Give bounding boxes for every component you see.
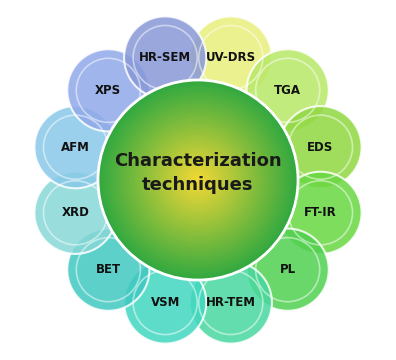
Circle shape	[161, 143, 235, 217]
Circle shape	[136, 118, 260, 242]
Circle shape	[108, 90, 288, 270]
Circle shape	[280, 172, 362, 254]
Circle shape	[34, 172, 116, 254]
Circle shape	[196, 178, 200, 182]
Circle shape	[155, 137, 241, 223]
Circle shape	[171, 153, 225, 207]
Circle shape	[176, 158, 220, 202]
Circle shape	[180, 162, 216, 198]
Circle shape	[120, 102, 276, 258]
Circle shape	[181, 163, 215, 197]
Circle shape	[140, 122, 256, 238]
Circle shape	[100, 82, 296, 278]
Circle shape	[133, 115, 263, 245]
Circle shape	[247, 49, 329, 131]
Circle shape	[195, 177, 201, 183]
Circle shape	[168, 150, 228, 210]
Circle shape	[124, 261, 206, 343]
Circle shape	[128, 110, 268, 250]
Circle shape	[190, 172, 206, 188]
Circle shape	[116, 98, 280, 262]
Circle shape	[175, 157, 221, 203]
Circle shape	[34, 106, 116, 188]
Circle shape	[178, 160, 218, 200]
Circle shape	[115, 96, 281, 264]
Circle shape	[123, 105, 273, 255]
Circle shape	[163, 145, 233, 215]
Circle shape	[110, 92, 286, 268]
Circle shape	[191, 173, 205, 187]
Text: HR-TEM: HR-TEM	[206, 296, 256, 309]
Circle shape	[67, 49, 149, 131]
Circle shape	[67, 229, 149, 311]
Text: AFM: AFM	[61, 141, 90, 154]
Circle shape	[148, 130, 248, 230]
Circle shape	[143, 125, 253, 235]
Circle shape	[188, 170, 208, 190]
Circle shape	[190, 261, 272, 343]
Text: BET: BET	[96, 263, 121, 276]
Circle shape	[131, 113, 265, 247]
Text: HR-SEM: HR-SEM	[139, 51, 191, 64]
Text: FT-IR: FT-IR	[304, 206, 337, 219]
Text: UV-DRS: UV-DRS	[206, 51, 256, 64]
Circle shape	[98, 80, 298, 280]
Circle shape	[113, 95, 283, 265]
Circle shape	[138, 120, 258, 240]
Circle shape	[173, 155, 223, 205]
Circle shape	[280, 106, 362, 188]
Circle shape	[153, 135, 243, 225]
Circle shape	[193, 175, 203, 185]
Circle shape	[105, 87, 291, 273]
Circle shape	[190, 17, 272, 99]
Circle shape	[160, 141, 236, 219]
Circle shape	[158, 140, 238, 220]
Circle shape	[141, 123, 255, 237]
Circle shape	[101, 83, 295, 277]
Circle shape	[103, 85, 293, 275]
Circle shape	[146, 128, 250, 232]
Circle shape	[118, 100, 278, 260]
Circle shape	[111, 93, 285, 267]
Circle shape	[247, 229, 329, 311]
Circle shape	[126, 108, 270, 252]
Text: Characterization
techniques: Characterization techniques	[114, 152, 282, 194]
Circle shape	[151, 133, 245, 227]
Text: PL: PL	[280, 263, 296, 276]
Circle shape	[183, 165, 213, 195]
Circle shape	[166, 148, 230, 212]
Circle shape	[145, 127, 251, 233]
Circle shape	[124, 17, 206, 99]
Circle shape	[185, 167, 211, 193]
Circle shape	[187, 168, 209, 192]
Circle shape	[129, 112, 267, 248]
Circle shape	[125, 107, 271, 253]
Text: EDS: EDS	[307, 141, 333, 154]
Circle shape	[156, 138, 240, 222]
Circle shape	[106, 88, 290, 272]
Circle shape	[165, 147, 231, 213]
Circle shape	[150, 132, 246, 228]
Circle shape	[169, 152, 227, 208]
Circle shape	[135, 117, 261, 243]
Text: XRD: XRD	[61, 206, 89, 219]
Circle shape	[121, 103, 275, 257]
Text: XPS: XPS	[95, 84, 122, 97]
Text: VSM: VSM	[150, 296, 180, 309]
Text: TGA: TGA	[274, 84, 301, 97]
